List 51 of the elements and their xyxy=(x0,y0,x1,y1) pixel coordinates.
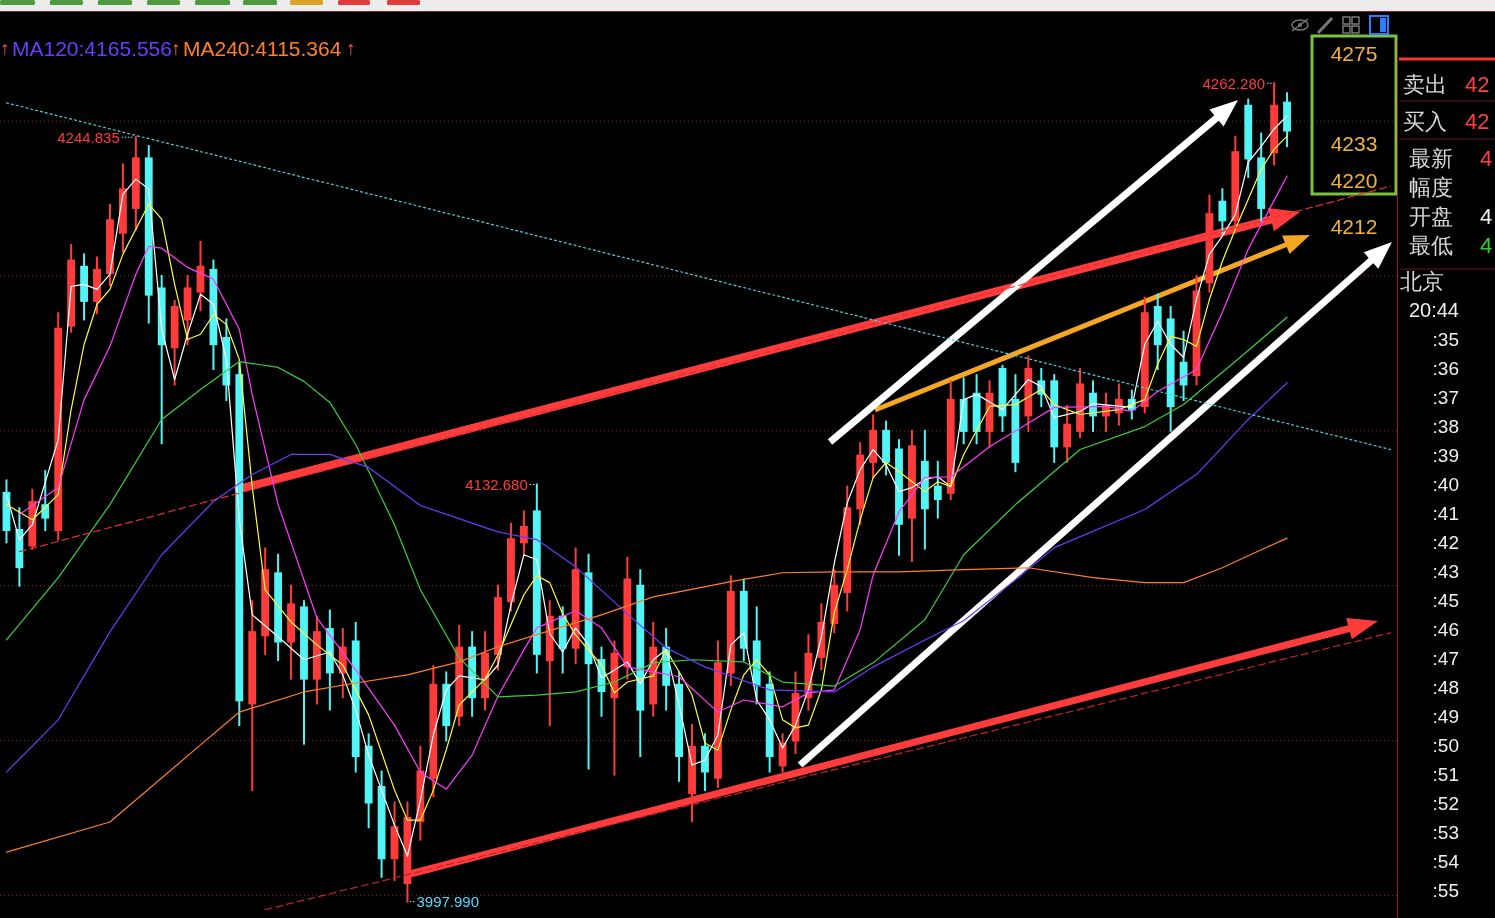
annotation: 4212 xyxy=(1330,214,1378,238)
data-note: 4244.835 xyxy=(57,128,120,146)
text: :41 xyxy=(1432,502,1459,524)
text: 42 xyxy=(1465,108,1490,134)
text: :45 xyxy=(1432,589,1459,611)
annotation: 4233 xyxy=(1330,131,1378,155)
text: 买入 xyxy=(1403,108,1447,134)
candlestick xyxy=(519,510,528,556)
text: ↑ xyxy=(0,37,10,59)
candlestick xyxy=(1218,188,1227,234)
text: 4 xyxy=(1480,232,1493,258)
text: :36 xyxy=(1432,357,1459,379)
text: :46 xyxy=(1432,618,1459,640)
text: :47 xyxy=(1432,647,1459,669)
text: 4 xyxy=(1480,203,1493,229)
text: 开盘 xyxy=(1409,203,1453,229)
text: :52 xyxy=(1432,792,1459,814)
candlestick xyxy=(933,460,942,519)
candlestick xyxy=(1063,405,1072,463)
text: 42 xyxy=(1465,71,1490,97)
text: :39 xyxy=(1432,444,1459,466)
candlestick xyxy=(41,470,50,531)
text: 4275 xyxy=(1330,41,1378,65)
text: :40 xyxy=(1432,473,1459,495)
text: :37 xyxy=(1432,386,1459,408)
data-note: 4132.680 xyxy=(465,476,528,494)
text: 最新 xyxy=(1409,145,1453,171)
data-note: 4262.280 xyxy=(1202,74,1266,92)
text: 最低 xyxy=(1409,232,1453,258)
text: ↑ xyxy=(171,37,181,59)
text: :51 xyxy=(1432,763,1459,785)
text: 4 xyxy=(1480,145,1493,171)
text: :48 xyxy=(1432,676,1459,698)
text: :35 xyxy=(1432,328,1459,350)
text: :54 xyxy=(1432,850,1460,872)
text: 20:44 xyxy=(1408,299,1459,321)
legend-item: MA240:4115.364 xyxy=(182,36,342,60)
text: ↑ xyxy=(346,37,356,59)
text: :42 xyxy=(1432,531,1459,553)
legend-item: MA120:4165.556 xyxy=(12,36,172,60)
annotation: 4220 xyxy=(1330,168,1378,192)
text: 北京 xyxy=(1400,268,1444,294)
text: :53 xyxy=(1432,821,1459,843)
text: :43 xyxy=(1432,560,1459,582)
text: :50 xyxy=(1432,734,1459,756)
text: 幅度 xyxy=(1409,174,1453,200)
text: :49 xyxy=(1432,705,1459,727)
text: :55 xyxy=(1432,879,1459,901)
text: :38 xyxy=(1432,415,1459,437)
data-note: 3997.990 xyxy=(416,893,480,911)
text: 卖出 xyxy=(1403,71,1447,97)
